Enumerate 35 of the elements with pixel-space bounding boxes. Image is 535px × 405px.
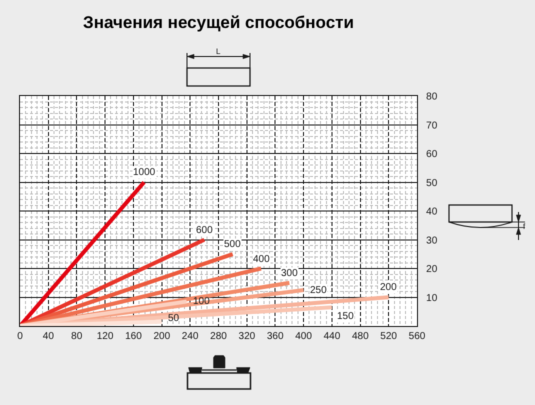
x-tick-label: 280: [210, 331, 228, 342]
x-tick-label: 120: [96, 331, 114, 342]
series-label: 50: [168, 313, 180, 324]
x-tick-label: 440: [324, 331, 341, 342]
y-tick-label: 10: [426, 292, 438, 304]
x-tick-label: 0: [17, 331, 24, 342]
x-tick-label: 80: [71, 331, 83, 342]
text: L: [216, 47, 221, 56]
y-tick-label: 30: [426, 235, 438, 246]
series-label: 600: [196, 225, 214, 236]
x-tick-label: 240: [182, 331, 199, 342]
series-label: 500: [224, 239, 242, 250]
x-tick-label: 480: [352, 331, 370, 342]
x-tick-label: 360: [266, 331, 284, 342]
x-tick-label: 160: [125, 331, 142, 342]
y-tick-label: 80: [426, 92, 438, 102]
x-tick-label: 320: [238, 331, 256, 342]
x-tick-label: 520: [380, 331, 398, 342]
series-label: 150: [337, 311, 354, 322]
y-tick-label: 20: [426, 264, 438, 275]
y-tick-label: 40: [426, 206, 438, 218]
series-label: 300: [281, 268, 298, 279]
x-tick-label: 40: [42, 331, 54, 342]
x-tick-label: 200: [153, 331, 171, 342]
x-tick-label: 400: [295, 331, 312, 342]
chart-title: Значения несущей способности: [83, 12, 354, 32]
y-tick-label: 60: [426, 149, 438, 160]
y-tick-label: 70: [426, 120, 438, 132]
series-label: 1000: [133, 167, 156, 178]
text: f: [523, 222, 526, 231]
x-tick-label: 560: [408, 331, 426, 342]
y-tick-label: 50: [426, 178, 438, 189]
series-label: 400: [253, 254, 270, 265]
series-label: 200: [380, 282, 398, 293]
series-label: 250: [310, 285, 328, 296]
